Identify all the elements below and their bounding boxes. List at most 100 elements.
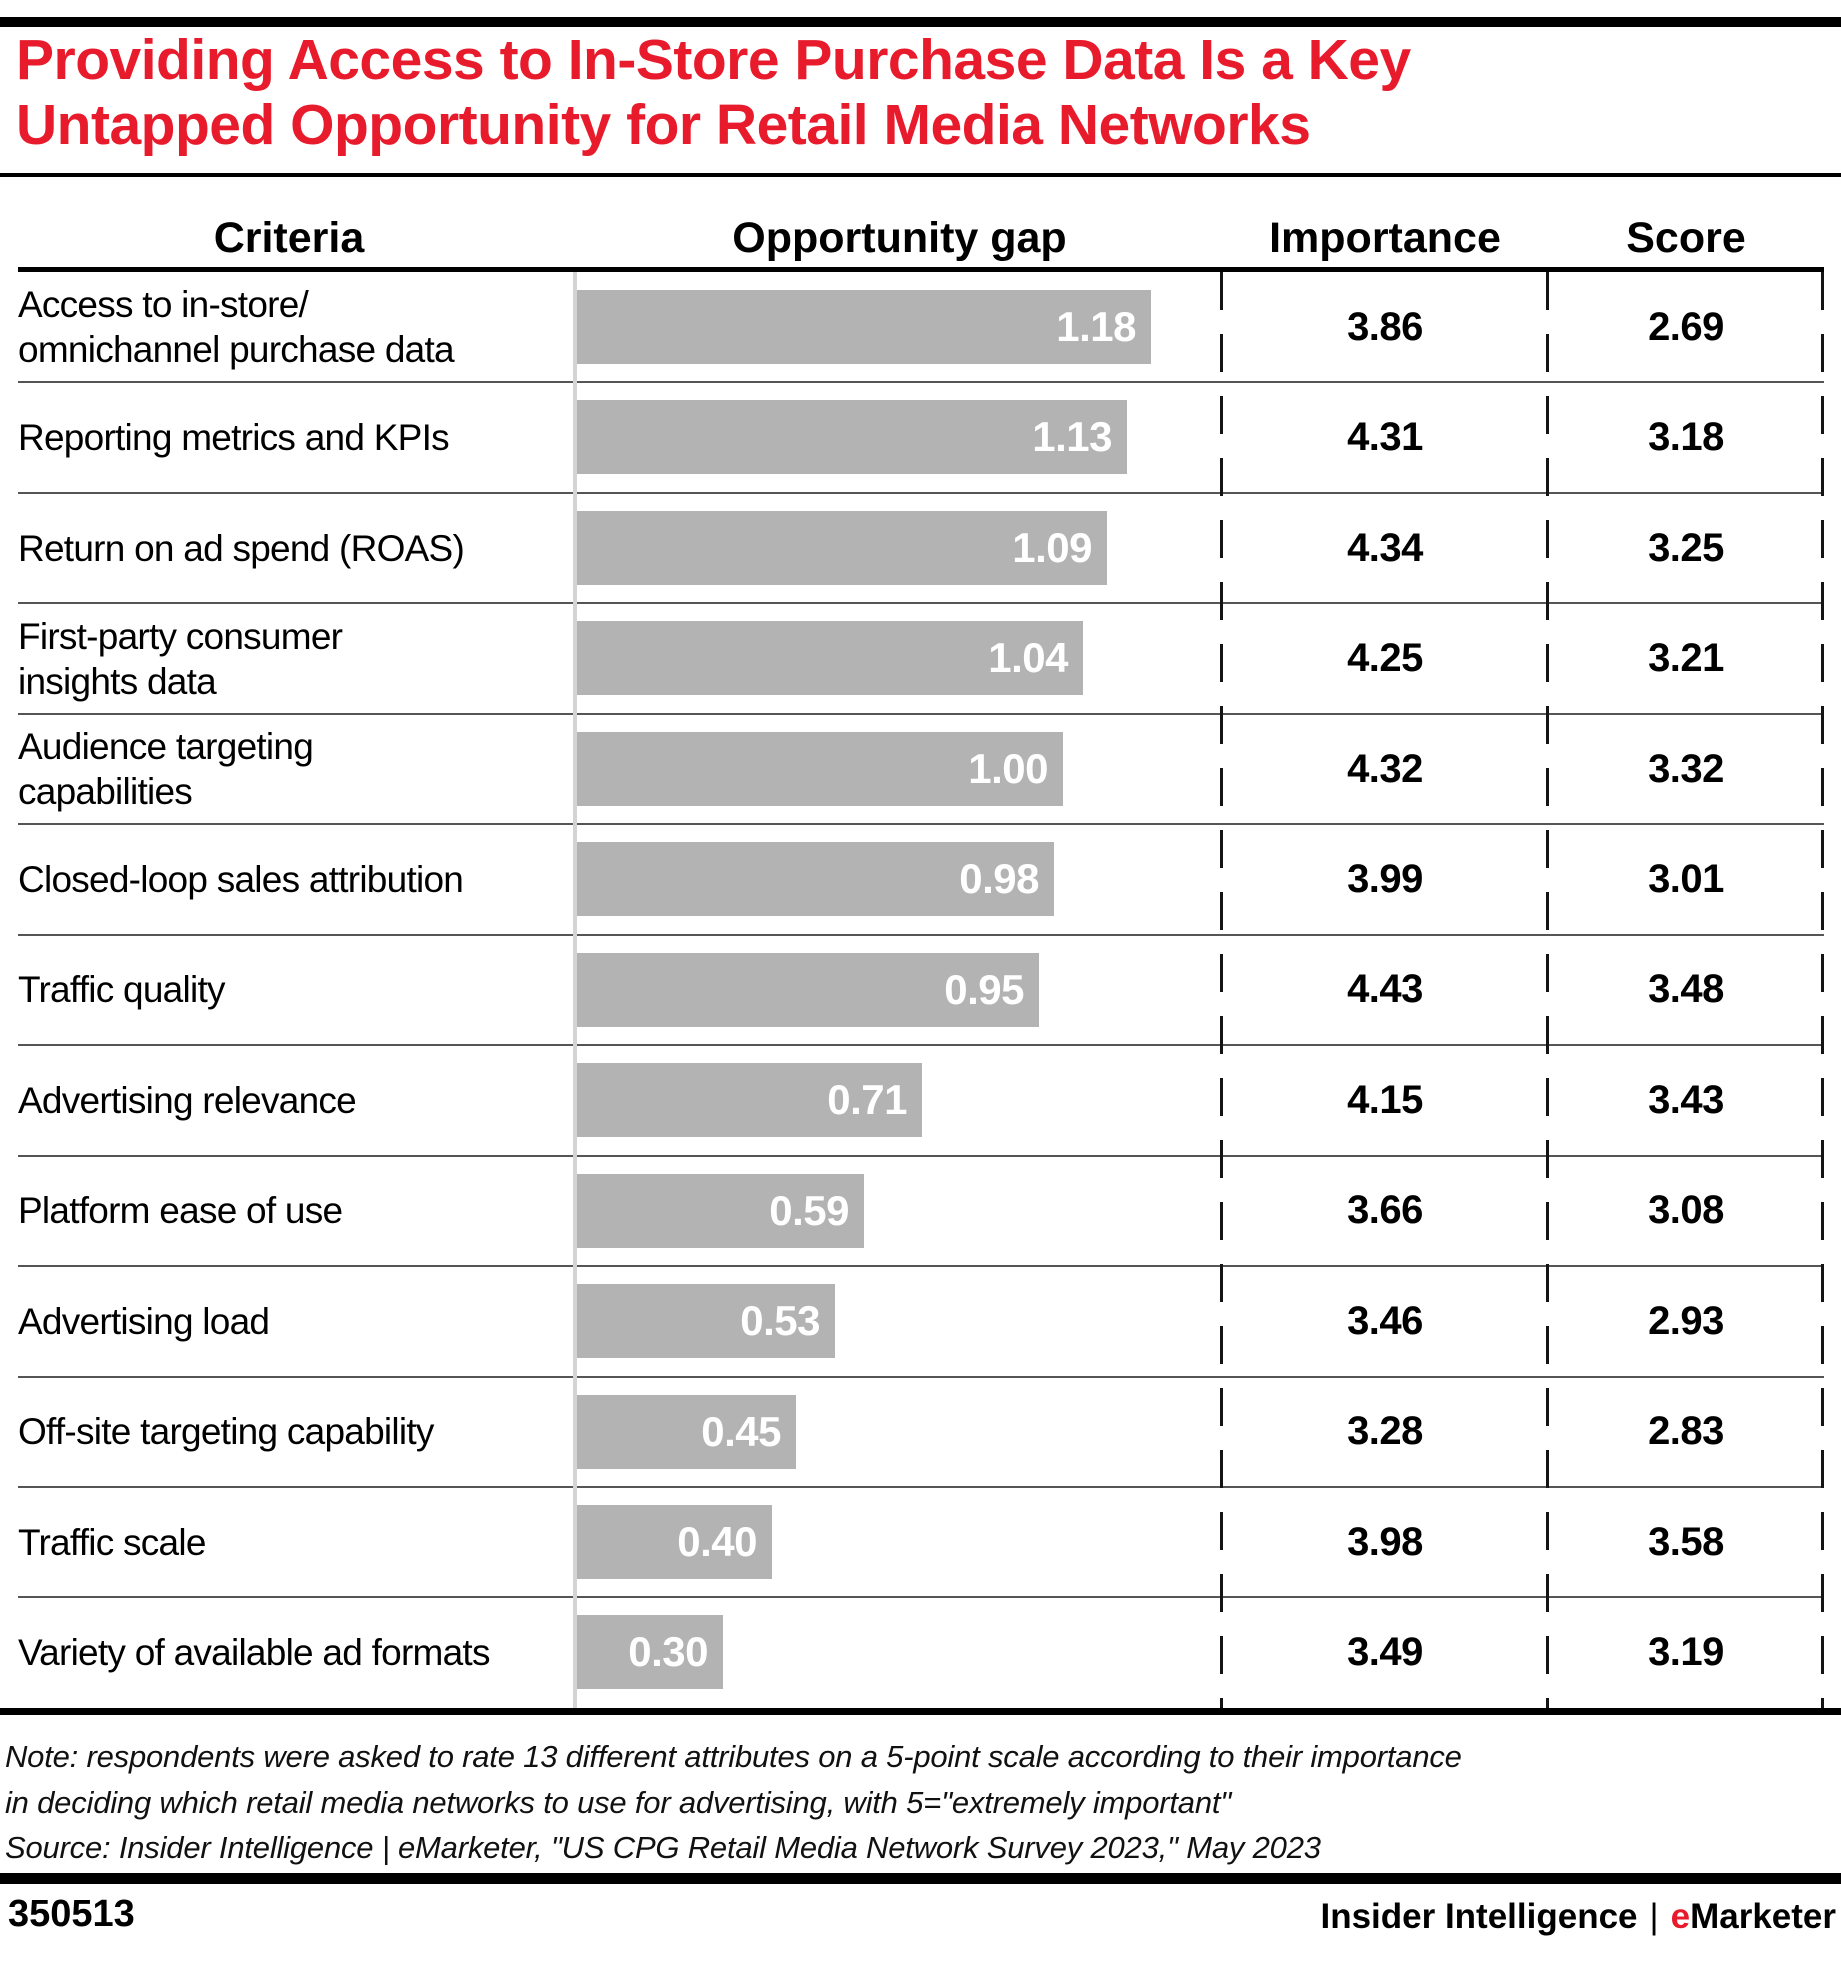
title-divider-rule: [0, 173, 1841, 177]
table-row: Access to in-store/ omnichannel purchase…: [0, 272, 1841, 384]
importance-value: 3.46: [1347, 1298, 1423, 1343]
importance-value: 4.31: [1347, 415, 1423, 460]
opportunity-gap-value: 1.04: [988, 634, 1068, 682]
importance-value: 4.34: [1347, 525, 1423, 570]
opportunity-gap-value: 0.30: [628, 1628, 708, 1676]
column-header-opportunity-gap: Opportunity gap: [732, 214, 1067, 262]
score-value: 3.19: [1648, 1630, 1724, 1675]
opportunity-gap-bar: 1.09: [577, 510, 1107, 585]
chart-title-line-1: Providing Access to In-Store Purchase Da…: [16, 28, 1411, 92]
emarketer-logo-rest: Marketer: [1690, 1897, 1836, 1936]
criteria-label: Reporting metrics and KPIs: [18, 417, 450, 459]
score-value: 2.93: [1648, 1298, 1724, 1343]
criteria-label: Return on ad spend (ROAS): [18, 527, 465, 569]
table-row: Reporting metrics and KPIs 1.13 4.31 3.1…: [0, 382, 1841, 495]
criteria-label: Platform ease of use: [18, 1190, 343, 1232]
opportunity-gap-bar: 0.53: [577, 1284, 835, 1359]
opportunity-gap-bar: 0.40: [577, 1504, 772, 1579]
opportunity-gap-bar: 1.18: [577, 290, 1151, 364]
opportunity-gap-bar: 1.04: [577, 621, 1083, 696]
opportunity-gap-value: 0.53: [740, 1297, 820, 1345]
table-row: First-party consumer insights data 1.04 …: [0, 603, 1841, 716]
table-row: Traffic scale 0.40 3.98 3.58: [0, 1487, 1841, 1599]
opportunity-gap-value: 1.09: [1012, 523, 1092, 571]
table-row: Return on ad spend (ROAS) 1.09 4.34 3.25: [0, 493, 1841, 605]
footnotes: Note: respondents were asked to rate 13 …: [5, 1734, 1462, 1871]
criteria-label: Off-site targeting capability: [18, 1411, 434, 1453]
opportunity-gap-value: 1.18: [1056, 303, 1136, 350]
importance-value: 3.98: [1347, 1519, 1423, 1564]
table-bottom-rule: [0, 1708, 1841, 1715]
column-divider-dashed-3: [1821, 272, 1824, 1708]
criteria-label: Audience targeting capabilities: [18, 726, 314, 813]
criteria-label: First-party consumer insights data: [18, 615, 343, 702]
importance-value: 4.15: [1347, 1077, 1423, 1122]
source-line: Source: Insider Intelligence | eMarketer…: [5, 1830, 1321, 1865]
opportunity-gap-bar: 1.00: [577, 731, 1063, 806]
table-row: Off-site targeting capability 0.45 3.28 …: [0, 1377, 1841, 1489]
importance-value: 4.25: [1347, 636, 1423, 681]
chart-id: 350513: [8, 1893, 135, 1935]
criteria-label: Advertising load: [18, 1300, 270, 1342]
opportunity-gap-value: 1.00: [968, 744, 1048, 792]
opportunity-gap-value: 1.13: [1032, 413, 1112, 461]
opportunity-gap-bar: 1.13: [577, 400, 1127, 475]
criteria-label: Traffic quality: [18, 969, 225, 1011]
emarketer-logo-e: e: [1670, 1897, 1691, 1936]
opportunity-gap-bar: 0.59: [577, 1173, 864, 1248]
top-accent-bar: [0, 17, 1841, 27]
score-value: 3.01: [1648, 856, 1724, 901]
importance-value: 4.32: [1347, 746, 1423, 791]
importance-value: 3.99: [1347, 856, 1423, 901]
opportunity-gap-value: 0.45: [701, 1407, 781, 1455]
note-line-1: Note: respondents were asked to rate 13 …: [5, 1739, 1462, 1774]
column-header-importance: Importance: [1269, 214, 1501, 262]
score-value: 2.83: [1648, 1409, 1724, 1454]
score-value: 3.48: [1648, 967, 1724, 1012]
score-value: 3.21: [1648, 636, 1724, 681]
opportunity-gap-bar: 0.45: [577, 1394, 796, 1469]
bar-baseline-axis: [573, 272, 577, 1708]
table-row: Closed-loop sales attribution 0.98 3.99 …: [0, 824, 1841, 937]
opportunity-gap-bar: 0.98: [577, 842, 1054, 917]
importance-value: 3.28: [1347, 1409, 1423, 1454]
insider-intelligence-logo: Insider Intelligence: [1320, 1897, 1638, 1936]
importance-value: 3.66: [1347, 1188, 1423, 1233]
footer-accent-bar: [0, 1873, 1841, 1884]
score-value: 3.08: [1648, 1188, 1724, 1233]
opportunity-gap-value: 0.59: [769, 1186, 849, 1234]
opportunity-gap-bar: 0.95: [577, 952, 1039, 1027]
score-value: 2.69: [1648, 304, 1724, 349]
column-divider-dashed-1: [1220, 272, 1223, 1708]
opportunity-gap-bar: 0.30: [577, 1615, 723, 1690]
brand-separator: |: [1649, 1897, 1659, 1936]
table-row: Advertising load 0.53 3.46 2.93: [0, 1266, 1841, 1378]
score-value: 3.25: [1648, 525, 1724, 570]
score-value: 3.58: [1648, 1519, 1724, 1564]
data-table: Access to in-store/ omnichannel purchase…: [0, 272, 1841, 1708]
chart-title-line-2: Untapped Opportunity for Retail Media Ne…: [16, 93, 1311, 157]
column-header-score: Score: [1626, 214, 1746, 262]
criteria-label: Traffic scale: [18, 1521, 206, 1563]
column-header-criteria: Criteria: [213, 214, 365, 262]
score-value: 3.43: [1648, 1077, 1724, 1122]
criteria-label: Variety of available ad formats: [18, 1632, 490, 1674]
brand-logos: Insider Intelligence | eMarketer: [1320, 1897, 1836, 1937]
score-value: 3.32: [1648, 746, 1724, 791]
criteria-label: Closed-loop sales attribution: [18, 858, 464, 900]
importance-value: 4.43: [1347, 967, 1423, 1012]
opportunity-gap-value: 0.95: [944, 965, 1024, 1013]
opportunity-gap-value: 0.40: [677, 1517, 757, 1565]
chart-title: Providing Access to In-Store Purchase Da…: [16, 28, 1411, 158]
opportunity-gap-value: 0.71: [827, 1076, 907, 1124]
header-divider-rule: [18, 267, 1824, 272]
table-row: Traffic quality 0.95 4.43 3.48: [0, 935, 1841, 1047]
note-line-2: in deciding which retail media networks …: [5, 1784, 1232, 1820]
importance-value: 3.86: [1347, 304, 1423, 349]
table-row: Advertising relevance 0.71 4.15 3.43: [0, 1045, 1841, 1158]
criteria-label: Advertising relevance: [18, 1079, 357, 1121]
score-value: 3.18: [1648, 415, 1724, 460]
table-row: Variety of available ad formats 0.30 3.4…: [0, 1597, 1841, 1707]
opportunity-gap-bar: 0.71: [577, 1063, 922, 1138]
